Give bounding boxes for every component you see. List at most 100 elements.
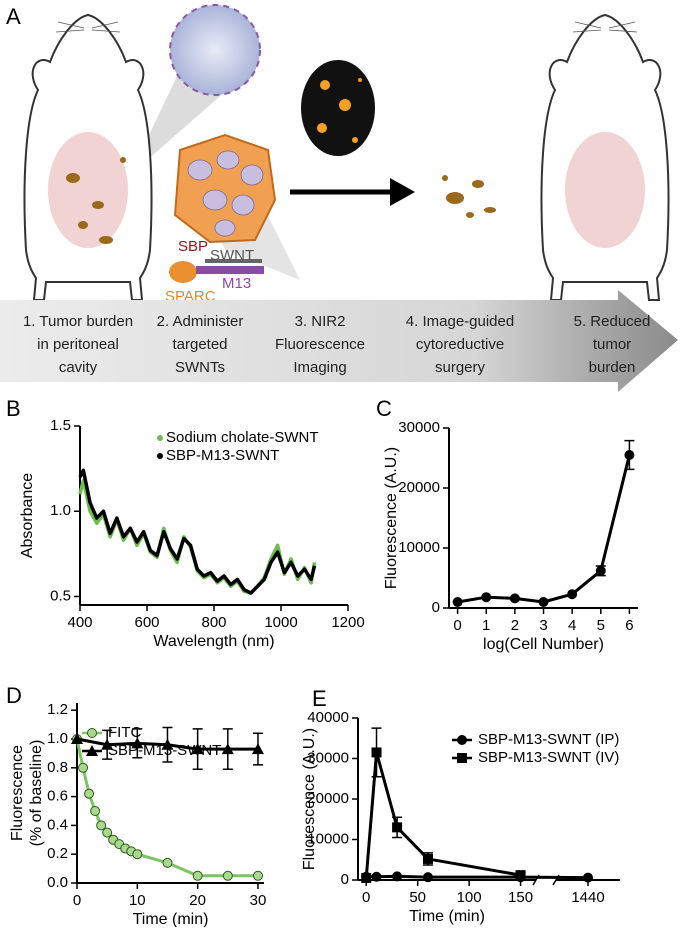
- legend-marker: [457, 735, 467, 745]
- legend-marker: [457, 753, 467, 763]
- step-text: cavity: [59, 359, 98, 376]
- series-line: [78, 468, 317, 595]
- nir-spots: [317, 78, 362, 143]
- marker: [90, 806, 101, 816]
- marker: [101, 738, 114, 750]
- y-axis-title: Fluorescence (A.U.): [383, 447, 400, 589]
- marker: [392, 822, 403, 833]
- x-tick-label: 400: [67, 614, 92, 631]
- chart: B 0.5 1.0 1.5 400 600 800 1000 1200 Wavelength (n…: [6, 396, 365, 650]
- chart: D 0.0 0.2 0.4 0.6 0.8 1.0 1.2 0 10 20 30 Time (min) F…: [6, 683, 266, 928]
- nir-image: [301, 60, 375, 156]
- legend-label: SBP-M13-SWNT (IP): [478, 731, 619, 748]
- marker: [392, 871, 403, 882]
- marker: [102, 827, 113, 838]
- y-tick-label: 10000: [398, 539, 440, 556]
- marker: [221, 743, 234, 755]
- x-axis-title: log(Cell Number): [483, 636, 604, 653]
- label: M13: [222, 275, 251, 292]
- x-tick-label: 1: [482, 617, 490, 634]
- x-tick-label: 0: [453, 617, 461, 634]
- nanoparticle: [169, 4, 261, 96]
- marker: [162, 857, 173, 868]
- y-tick-label: 0.0: [47, 874, 68, 891]
- marker: [78, 762, 89, 773]
- legend-label: SBP-M13-SWNT (IV): [478, 749, 619, 766]
- resected-tumors: [442, 175, 496, 218]
- y-tick-label: 0.2: [47, 845, 68, 862]
- y-axis-title: Fluorescence: [9, 745, 26, 841]
- step-text: 5. Reduced: [574, 313, 651, 330]
- legend-marker: [87, 728, 97, 738]
- steps: 1. Tumor burden in peritoneal cavity 2. Adm…: [23, 313, 650, 376]
- marker: [131, 737, 144, 749]
- panel-label: A: [6, 4, 21, 29]
- mouse: [540, 13, 670, 301]
- marker: [251, 743, 264, 755]
- zoom-cone: [130, 70, 250, 175]
- legend-label: SBP-M13-SWNT: [108, 742, 221, 759]
- m13: [196, 266, 264, 274]
- legend-marker: [157, 435, 163, 441]
- arrow-head: [390, 178, 415, 206]
- marker: [481, 592, 492, 603]
- y-axis-title: (% of baseline): [28, 740, 45, 847]
- marker: [422, 872, 433, 883]
- x-tick-label: 5: [597, 617, 605, 634]
- marker: [222, 870, 233, 881]
- legend-marker: [157, 453, 163, 459]
- step-text: burden: [589, 359, 636, 376]
- x-tick-label: 600: [134, 614, 159, 631]
- marker: [515, 870, 526, 881]
- step-text: surgery: [435, 359, 486, 376]
- marker: [132, 849, 143, 860]
- marker: [371, 871, 382, 882]
- x-tick-label: 10: [129, 892, 146, 909]
- marker: [452, 597, 463, 607]
- marker: [509, 593, 520, 604]
- marker: [252, 870, 263, 881]
- y-tick-label: 0: [432, 599, 440, 616]
- legend-label: SBP-M13-SWNT: [166, 447, 279, 464]
- y-tick-label: 20000: [307, 790, 349, 807]
- marker: [624, 450, 635, 460]
- marker: [191, 743, 204, 755]
- marker: [96, 820, 107, 831]
- series-line: [78, 478, 317, 595]
- series-line: [457, 454, 631, 604]
- y-tick-label: 1.2: [47, 701, 68, 718]
- y-tick-label: 1.5: [50, 417, 71, 434]
- x-axis-title: Time (min): [133, 911, 209, 927]
- marker: [567, 589, 578, 600]
- y-axis-title: Absorbance: [19, 473, 36, 558]
- y-tick-label: 0.5: [50, 587, 71, 604]
- marker: [371, 747, 382, 758]
- y-axis-title: Fluorescence (A.U.): [301, 728, 318, 870]
- series-line: [364, 750, 521, 879]
- marker: [84, 788, 95, 799]
- step-text: tumor: [593, 336, 631, 353]
- panel-label: C: [376, 396, 392, 421]
- sparc: [169, 261, 197, 283]
- y-tick-label: 30000: [307, 749, 349, 766]
- marker: [595, 565, 606, 576]
- x-tick-label: 800: [201, 614, 226, 631]
- y-tick-label: 30000: [398, 419, 440, 436]
- label: SWNT: [210, 247, 254, 264]
- x-tick-label: 3: [539, 617, 547, 634]
- legend-marker: [86, 745, 98, 756]
- marker: [71, 733, 83, 744]
- x-tick-label: 100: [457, 889, 482, 906]
- x-tick-label: 20: [189, 892, 206, 909]
- step-text: targeted: [172, 336, 227, 353]
- step-text: 2. Administer: [157, 313, 244, 330]
- marker: [422, 853, 433, 864]
- x-axis-title: Wavelength (nm): [153, 633, 274, 650]
- y-tick-label: 20000: [398, 479, 440, 496]
- y-tick-label: 0.6: [47, 788, 68, 805]
- step-text: in peritoneal: [37, 336, 119, 353]
- legend-label: Sodium cholate-SWNT: [166, 429, 319, 446]
- x-tick-label: 1000: [264, 614, 297, 631]
- step-text: 1. Tumor burden: [23, 313, 133, 330]
